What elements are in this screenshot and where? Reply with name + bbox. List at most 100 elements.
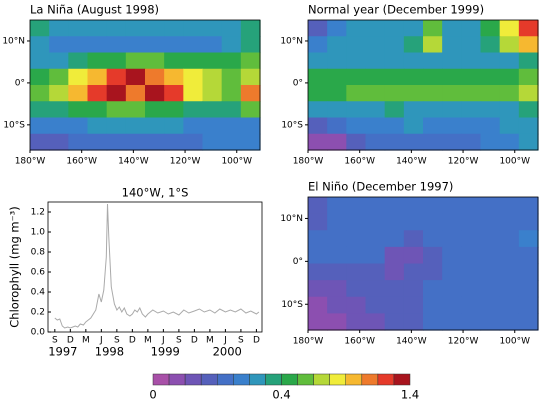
map-cell xyxy=(221,117,242,135)
map-cell xyxy=(423,213,443,231)
colorbar-box xyxy=(313,373,330,386)
map-cell xyxy=(327,230,347,248)
map-cell xyxy=(461,101,482,119)
map-cell xyxy=(327,133,347,151)
x-tick-label: J xyxy=(223,336,227,346)
map-cell xyxy=(461,213,482,231)
map-cell xyxy=(384,52,405,70)
chart-title: 140°W, 1°S xyxy=(122,186,189,200)
map-cell xyxy=(384,213,405,231)
map-cell xyxy=(202,36,223,54)
map-cell xyxy=(202,133,223,151)
map-cell xyxy=(442,52,462,70)
x-tick-label: 120°W xyxy=(448,157,479,167)
map-cell xyxy=(308,85,328,102)
map-cell xyxy=(308,313,328,331)
map-cell xyxy=(423,263,443,281)
map-cell xyxy=(365,296,386,314)
map-cell xyxy=(499,197,520,215)
map-cell xyxy=(106,52,127,70)
y-tick-label: 10°N xyxy=(2,36,25,46)
y-tick-label: 0° xyxy=(293,78,303,88)
map-cell xyxy=(308,68,328,86)
map-cell xyxy=(403,85,424,102)
map-cell xyxy=(221,133,242,151)
map-cell xyxy=(346,263,367,281)
map-cell xyxy=(499,263,520,281)
map-cell xyxy=(202,20,223,37)
colorbar-box xyxy=(361,373,379,386)
colorbar-box xyxy=(265,373,282,386)
map-cell xyxy=(365,313,386,331)
map-cell xyxy=(384,36,405,54)
map-cell xyxy=(499,213,520,231)
x-tick-label: D xyxy=(191,336,198,346)
map-cell xyxy=(461,20,482,37)
map-cell xyxy=(403,36,424,54)
map-cell xyxy=(346,213,367,231)
map-cell xyxy=(499,68,520,86)
map-cell xyxy=(183,52,204,70)
map-cell xyxy=(164,101,184,119)
map-cell xyxy=(499,246,520,265)
x-tick-label: 100°W xyxy=(499,337,530,347)
map-cell xyxy=(87,101,108,119)
map-cell xyxy=(145,52,165,70)
x-tick-label: M xyxy=(206,336,214,346)
map-cell xyxy=(68,85,89,102)
colorbar-box xyxy=(329,373,346,386)
map-cell xyxy=(183,20,204,37)
map-cell xyxy=(87,85,108,102)
map-cell xyxy=(480,85,501,102)
x-tick-label: J xyxy=(99,336,103,346)
map-cell xyxy=(183,36,204,54)
map-cell xyxy=(442,280,462,298)
map-cell xyxy=(68,101,89,119)
colorbar-box xyxy=(200,373,218,386)
map-cell xyxy=(49,20,69,37)
map-cell xyxy=(327,117,347,135)
y-tick-label: 0.4 xyxy=(31,288,46,298)
map-cell xyxy=(30,52,50,70)
year-label: 1999 xyxy=(151,345,180,359)
map-cell xyxy=(106,133,127,151)
map-cell xyxy=(125,20,146,37)
map-cell xyxy=(30,101,50,119)
map-cell xyxy=(346,36,367,54)
map-cell xyxy=(423,20,443,37)
map-cell xyxy=(202,117,223,135)
map-cell xyxy=(480,36,501,54)
map-cell xyxy=(365,213,386,231)
map-cell xyxy=(384,246,405,265)
map-cell xyxy=(164,117,184,135)
map-cell xyxy=(518,280,539,298)
map-cell xyxy=(384,85,405,102)
x-tick-label: S xyxy=(114,336,120,346)
plot-frame xyxy=(307,19,539,151)
y-axis-label: Chlorophyll (mg m⁻³) xyxy=(8,206,22,328)
x-tick-label: M xyxy=(82,336,90,346)
chlorophyll-line xyxy=(54,203,260,329)
map-cell xyxy=(68,68,89,86)
map-cell xyxy=(384,263,405,281)
x-tick-label: 140°W xyxy=(396,337,427,347)
map-cell xyxy=(518,246,539,265)
y-tick-label: 0° xyxy=(15,78,25,88)
map-cell xyxy=(461,197,482,215)
map-cell xyxy=(327,246,347,265)
x-tick-label: 180°W xyxy=(293,157,324,167)
map-cell xyxy=(327,68,347,86)
colorbar-box xyxy=(249,373,266,386)
map-cell xyxy=(202,101,223,119)
map-cell xyxy=(30,36,50,54)
map-cell xyxy=(442,85,462,102)
map-cell xyxy=(308,101,328,119)
map-cell xyxy=(423,296,443,314)
map-cell xyxy=(68,20,89,37)
map-cell xyxy=(308,133,328,151)
map-cell xyxy=(480,213,501,231)
map-cell xyxy=(480,101,501,119)
y-tick-label: 1.0 xyxy=(31,228,46,238)
map-cell xyxy=(346,313,367,331)
map-cell xyxy=(164,85,184,102)
